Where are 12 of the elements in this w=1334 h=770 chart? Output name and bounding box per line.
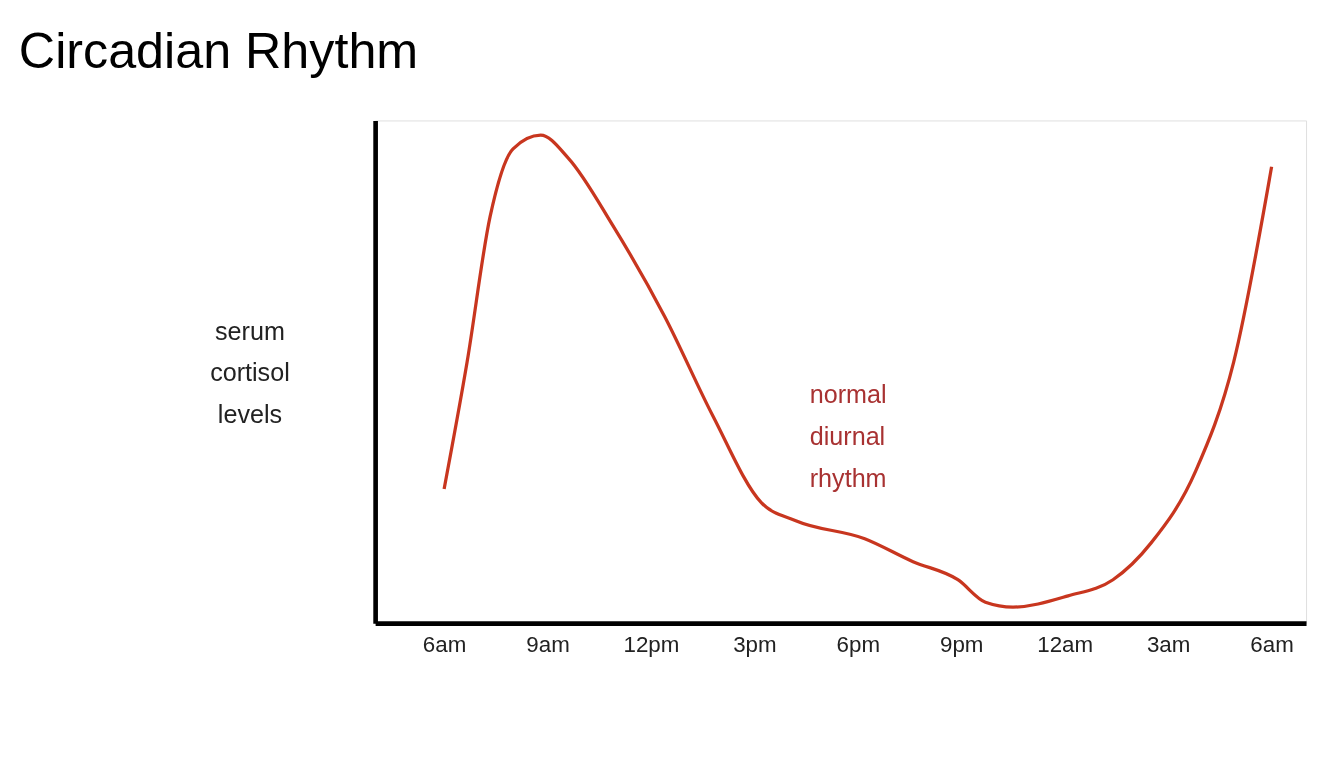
- x-tick-label: 12am: [1037, 632, 1094, 658]
- chart-title: Circadian Rhythm: [18, 23, 419, 80]
- y-axis-title: serum cortisol levels: [210, 316, 290, 429]
- x-tick-label: 6am: [422, 632, 467, 658]
- x-tick-label: 9pm: [940, 632, 984, 658]
- series-label: normal diurnal rhythm: [809, 380, 887, 493]
- x-tick-label: 9am: [526, 632, 570, 658]
- x-tick-label: 3am: [1146, 632, 1191, 658]
- x-tick-label: 12pm: [623, 632, 680, 658]
- x-tick-label: 6pm: [836, 632, 881, 658]
- x-tick-label: 6am: [1250, 632, 1294, 658]
- x-tick-label: 3pm: [733, 632, 777, 658]
